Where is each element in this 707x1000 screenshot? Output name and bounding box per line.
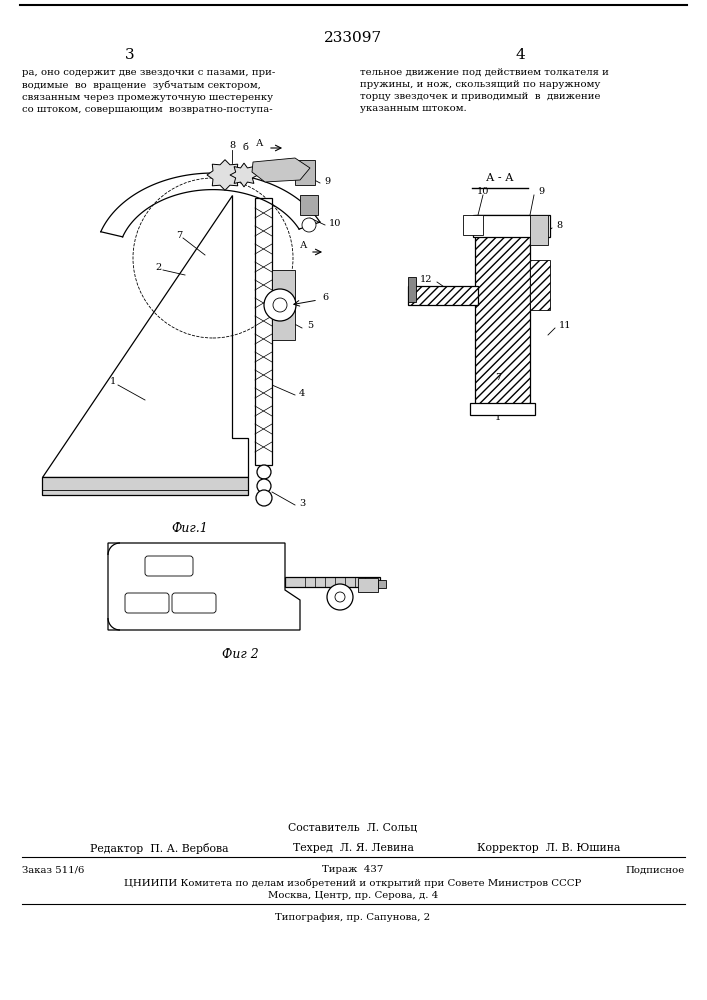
Bar xyxy=(530,260,550,310)
Bar xyxy=(463,215,483,235)
Polygon shape xyxy=(230,163,258,187)
Text: Фиг 2: Фиг 2 xyxy=(221,648,258,662)
Text: А: А xyxy=(257,138,264,147)
Text: ра, оно содержит две звездочки с пазами, при-
водимые  во  вращение  зубчатым се: ра, оно содержит две звездочки с пазами,… xyxy=(22,68,275,114)
Circle shape xyxy=(302,218,316,232)
Text: тельное движение под действием толкателя и
пружины, и нож, скользящий по наружно: тельное движение под действием толкателя… xyxy=(360,68,609,113)
Text: 8: 8 xyxy=(229,141,235,150)
Text: 6: 6 xyxy=(322,294,328,302)
Text: Тираж  437: Тираж 437 xyxy=(322,865,384,874)
Text: Подписное: Подписное xyxy=(626,865,685,874)
Circle shape xyxy=(256,490,272,506)
Text: А: А xyxy=(300,240,308,249)
Bar xyxy=(378,580,386,588)
Circle shape xyxy=(264,289,296,321)
Text: Составитель  Л. Сольц: Составитель Л. Сольц xyxy=(288,823,418,833)
Circle shape xyxy=(327,584,353,610)
FancyBboxPatch shape xyxy=(125,593,169,613)
Text: 9: 9 xyxy=(324,176,330,186)
Bar xyxy=(300,195,318,215)
Bar xyxy=(272,270,295,340)
Text: 8: 8 xyxy=(556,222,562,231)
Circle shape xyxy=(335,592,345,602)
Polygon shape xyxy=(207,160,243,190)
Text: 12: 12 xyxy=(419,275,432,284)
Text: Корректор  Л. В. Юшина: Корректор Л. В. Юшина xyxy=(477,843,620,853)
Polygon shape xyxy=(108,543,300,630)
Text: 10: 10 xyxy=(329,219,341,228)
Bar xyxy=(295,160,315,185)
Text: 9: 9 xyxy=(538,186,544,196)
Text: 2: 2 xyxy=(155,262,161,271)
Text: 3: 3 xyxy=(299,498,305,508)
Circle shape xyxy=(257,479,271,493)
Text: Фиг.1: Фиг.1 xyxy=(172,522,209,534)
Text: 7: 7 xyxy=(176,231,182,239)
Polygon shape xyxy=(42,477,248,495)
Text: 1: 1 xyxy=(495,414,501,422)
Bar xyxy=(475,215,530,405)
Bar xyxy=(408,286,478,305)
Text: 4: 4 xyxy=(515,48,525,62)
FancyBboxPatch shape xyxy=(145,556,193,576)
Text: А - А: А - А xyxy=(486,173,514,183)
Text: Москва, Центр, пр. Серова, д. 4: Москва, Центр, пр. Серова, д. 4 xyxy=(268,890,438,900)
Bar xyxy=(285,577,380,587)
Polygon shape xyxy=(252,158,310,182)
Text: ЦНИИПИ Комитета по делам изобретений и открытий при Совете Министров СССР: ЦНИИПИ Комитета по делам изобретений и о… xyxy=(124,878,582,888)
Text: Заказ 511/6: Заказ 511/6 xyxy=(22,865,84,874)
Text: 233097: 233097 xyxy=(324,31,382,45)
Text: Типография, пр. Сапунова, 2: Типография, пр. Сапунова, 2 xyxy=(276,912,431,922)
Text: 4: 4 xyxy=(299,388,305,397)
Text: 1: 1 xyxy=(110,377,116,386)
Bar xyxy=(473,215,550,237)
Text: 10: 10 xyxy=(477,186,489,196)
Bar xyxy=(408,277,416,302)
Text: Редактор  П. А. Вербова: Редактор П. А. Вербова xyxy=(90,842,228,854)
Polygon shape xyxy=(42,195,248,477)
FancyBboxPatch shape xyxy=(172,593,216,613)
Text: 7: 7 xyxy=(495,373,501,382)
Text: 11: 11 xyxy=(559,322,571,330)
Text: 5: 5 xyxy=(307,322,313,330)
Circle shape xyxy=(257,465,271,479)
Text: б: б xyxy=(242,143,248,152)
Bar xyxy=(255,198,272,465)
Bar xyxy=(530,215,548,245)
Bar xyxy=(358,578,378,592)
Bar xyxy=(470,403,535,415)
Text: 3: 3 xyxy=(125,48,135,62)
Text: Техред  Л. Я. Левина: Техред Л. Я. Левина xyxy=(293,843,414,853)
